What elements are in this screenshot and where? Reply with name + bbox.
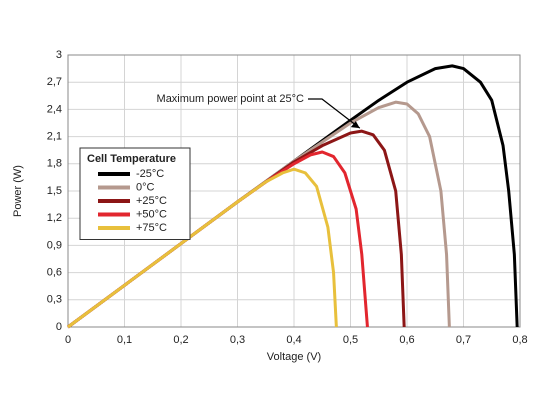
legend-title: Cell Temperature	[87, 153, 176, 165]
x-tick-label: 0,8	[512, 334, 527, 346]
series-line	[67, 167, 338, 329]
y-axis-label: Power (W)	[12, 165, 24, 217]
y-tick-label: 0,3	[47, 294, 62, 306]
y-tick-label: 0,6	[47, 267, 62, 279]
y-tick-label: 2,4	[47, 103, 62, 115]
x-axis-label: Voltage (V)	[267, 351, 321, 363]
x-tick-label: 0,6	[399, 334, 414, 346]
y-tick-label: 1,5	[47, 185, 62, 197]
y-tick-label: 0,9	[47, 239, 62, 251]
y-tick-label: 0	[56, 321, 62, 333]
arrow-head	[350, 121, 360, 129]
x-tick-label: 0,4	[286, 334, 301, 346]
legend-label: -25°C	[136, 168, 164, 180]
x-tick-label: 0,7	[456, 334, 471, 346]
y-tick-label: 2,1	[47, 131, 62, 143]
legend-label: 0°C	[136, 181, 155, 193]
legend-label: +50°C	[136, 208, 167, 220]
x-tick-label: 0,2	[173, 334, 188, 346]
y-tick-label: 3	[56, 49, 62, 61]
x-tick-label: 0,3	[230, 334, 245, 346]
annotation-arrow	[308, 98, 361, 129]
annotation: Maximum power point at 25°C	[157, 93, 305, 105]
x-tick-label: 0,1	[117, 334, 132, 346]
plot-frame	[67, 54, 521, 328]
legend-label: +25°C	[136, 195, 167, 207]
y-tick-label: 2,7	[47, 76, 62, 88]
legend-box	[79, 147, 191, 240]
y-tick-label: 1,8	[47, 158, 62, 170]
y-tick-label: 1,2	[47, 212, 62, 224]
x-tick-label: 0,5	[343, 334, 358, 346]
x-tick-label: 0	[65, 334, 71, 346]
legend-label: +75°C	[136, 222, 167, 234]
